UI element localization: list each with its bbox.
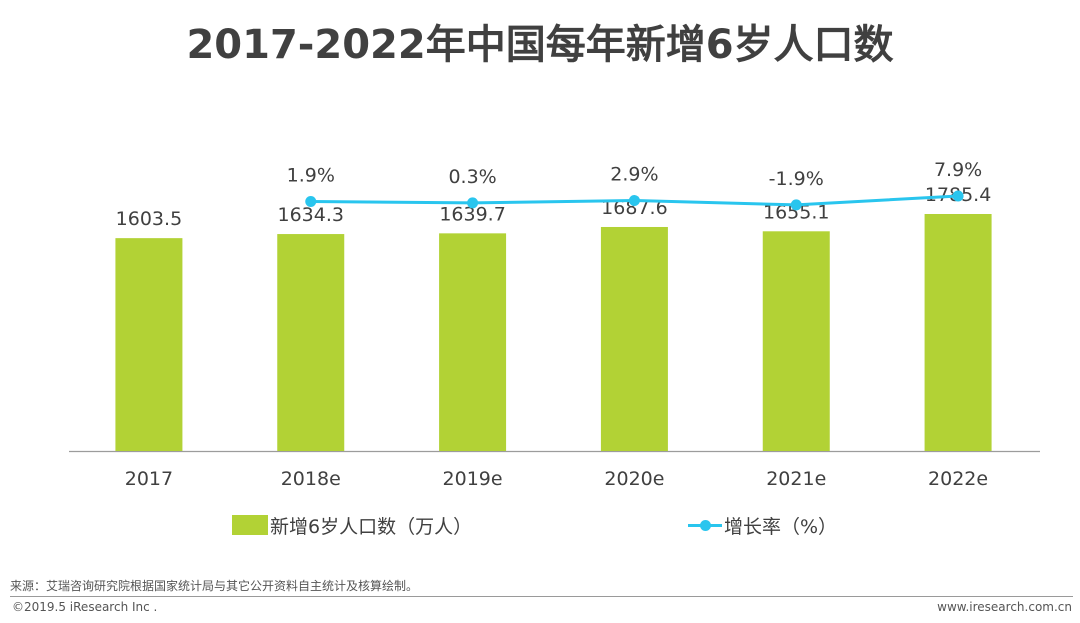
bar-2019e [439,233,507,451]
x-tick-2017: 2017 [125,468,173,490]
footer-divider [10,596,1073,597]
x-tick-2022e: 2022e [928,468,988,490]
x-tick-2019e: 2019e [443,468,503,490]
bar-label-2018e: 1634.3 [278,204,344,226]
bar-label-2021e: 1655.1 [763,201,829,223]
legend-bar-label: 新增6岁人口数（万人） [270,515,473,538]
bar-2022e [924,214,992,451]
source-note: 来源：艾瑞咨询研究院根据国家统计局与其它公开资料自主统计及核算绘制。 [10,579,419,593]
growth-point-2018e [305,195,317,207]
growth-label-2020e: 2.9% [610,164,658,186]
legend-line-series: 增长率（%） [688,512,837,538]
legend-bar-series: 新增6岁人口数（万人） [232,512,472,538]
growth-label-2019e: 0.3% [448,166,496,188]
growth-point-2022e [952,190,964,202]
website: www.iresearch.com.cn [937,600,1072,614]
chart-title: 2017-2022年中国每年新增6岁人口数 [186,22,894,68]
growth-label-2021e: -1.9% [769,168,824,190]
bar-2018e [277,234,345,451]
copyright: ©2019.5 iResearch Inc . [12,600,158,614]
growth-label-2018e: 1.9% [287,164,335,186]
x-tick-2018e: 2018e [281,468,341,490]
x-tick-2021e: 2021e [766,468,826,490]
legend-line-label: 增长率（%） [724,515,838,538]
legend-line-swatch [688,515,722,535]
growth-point-2019e [467,197,479,209]
bar-2017 [115,238,183,451]
growth-label-2022e: 7.9% [934,159,982,181]
growth-point-2020e [628,195,640,207]
bar-2020e [600,226,668,451]
x-tick-2020e: 2020e [604,468,664,490]
bar-label-2017: 1603.5 [116,208,182,230]
bar-2021e [762,231,830,451]
legend-bar-swatch [232,515,268,535]
bar-label-2019e: 1639.7 [439,203,505,225]
growth-point-2021e [790,199,802,211]
